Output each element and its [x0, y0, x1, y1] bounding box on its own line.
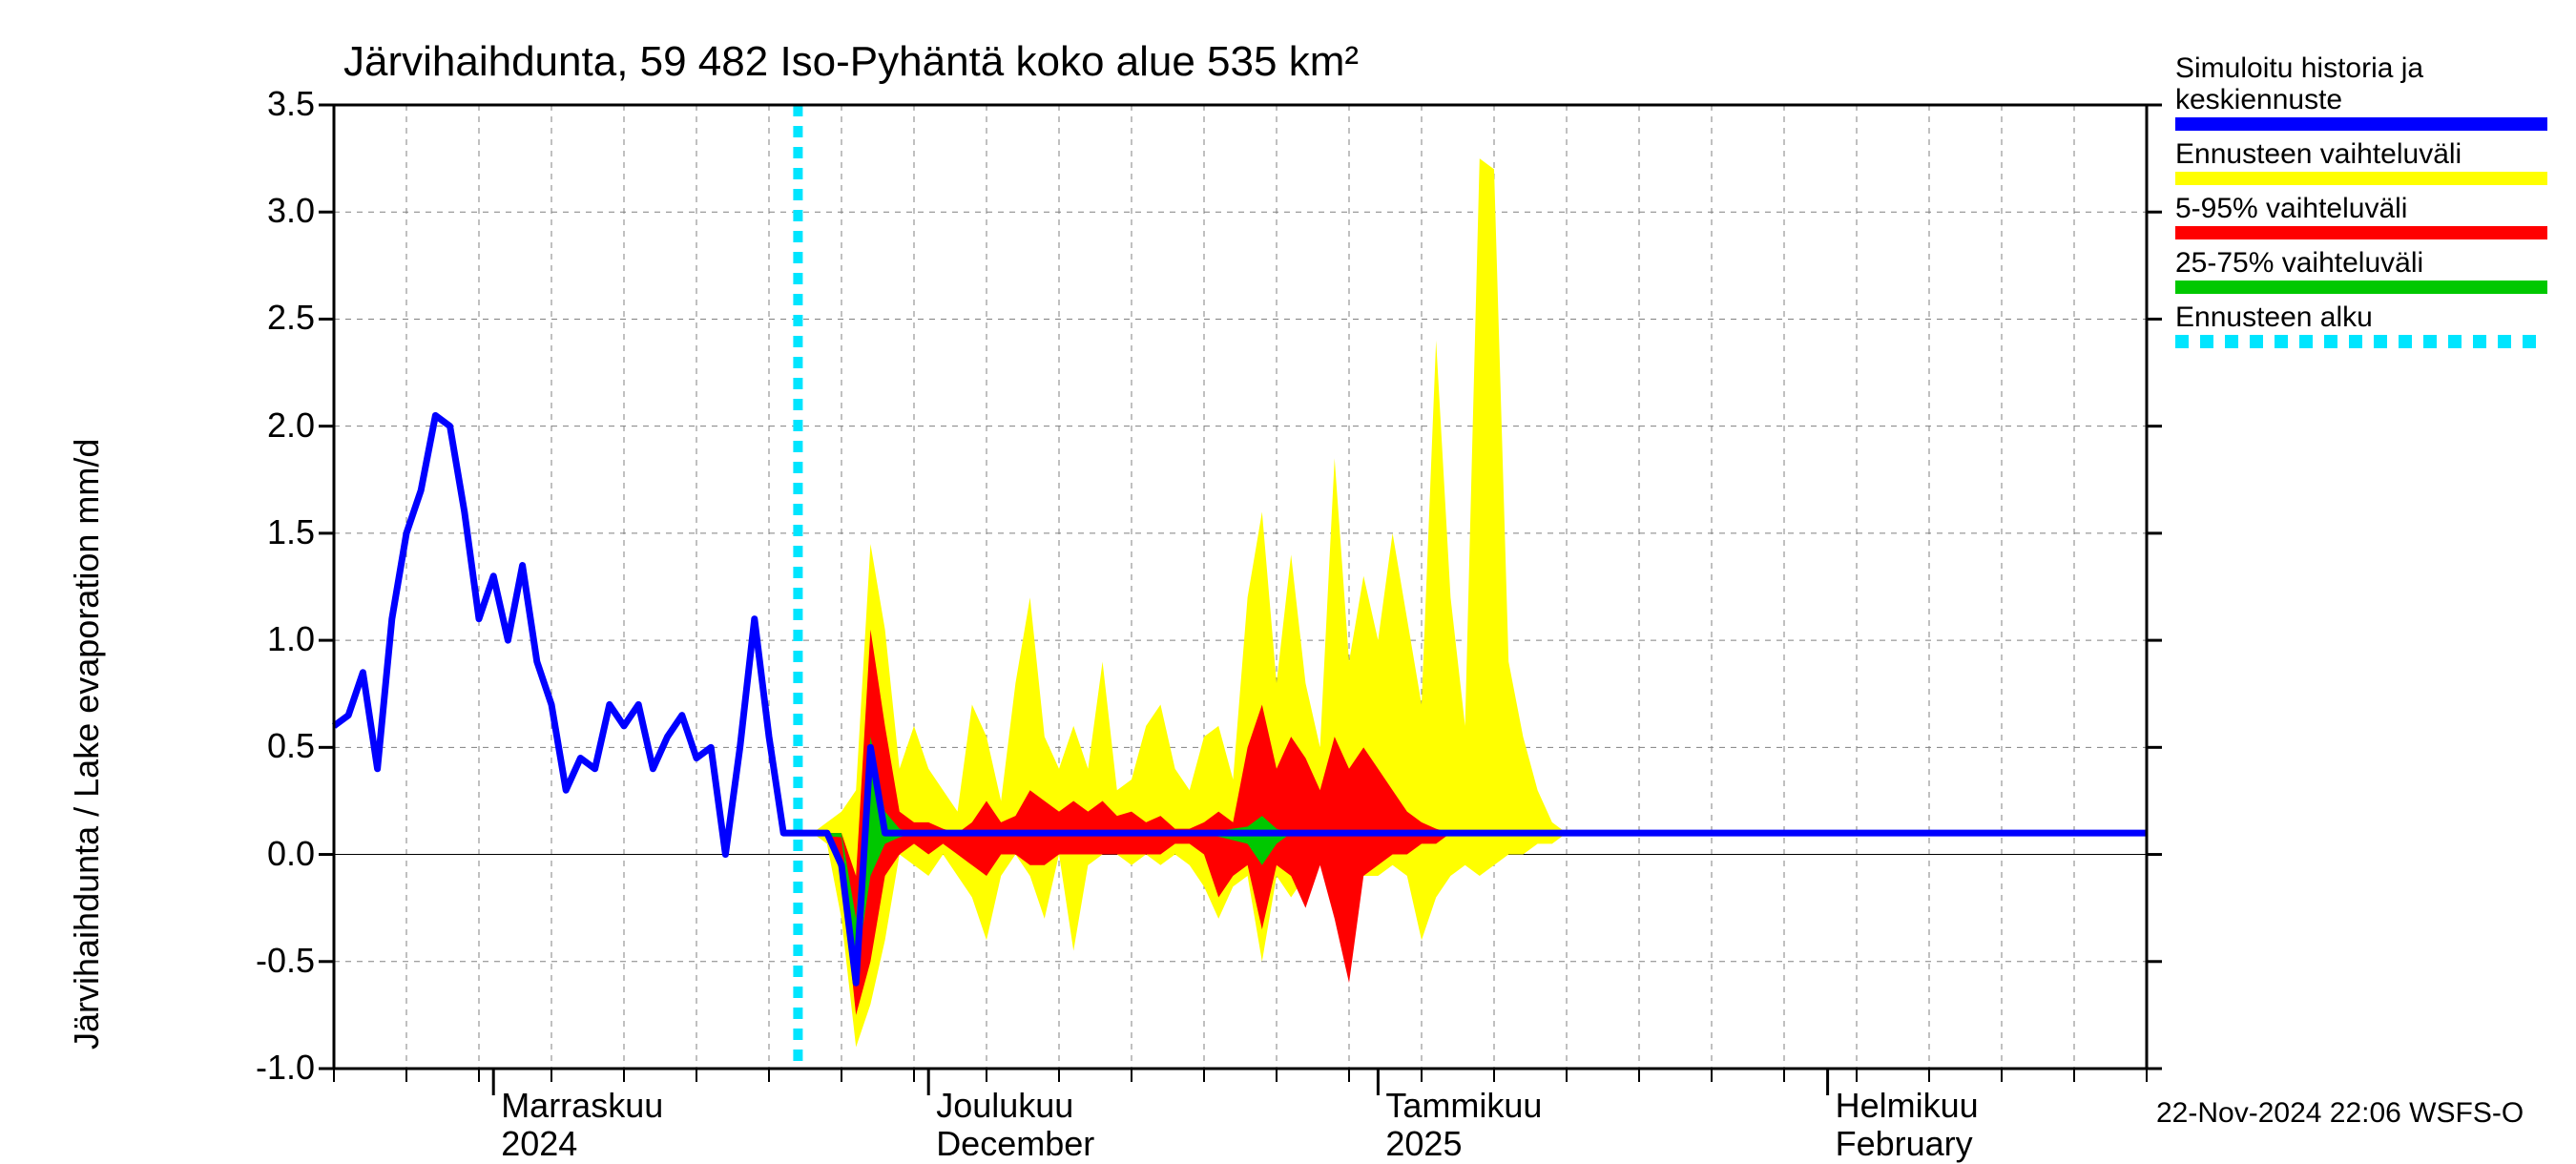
xtick-label-bottom: February	[1836, 1124, 1973, 1164]
xtick-label-bottom: 2024	[501, 1124, 577, 1164]
xtick-label-bottom: 2025	[1385, 1124, 1462, 1164]
legend-label: Ennusteen vaihteluväli	[2175, 138, 2557, 170]
legend-swatch	[2175, 172, 2547, 185]
xtick-label-top: Marraskuu	[501, 1086, 663, 1126]
legend-label: 25-75% vaihteluväli	[2175, 247, 2557, 279]
ytick-label: 0.5	[229, 726, 315, 766]
legend-label: keskiennuste	[2175, 84, 2557, 115]
legend-swatch	[2175, 335, 2547, 348]
xtick-label-top: Helmikuu	[1836, 1086, 1979, 1126]
legend-item: 25-75% vaihteluväli	[2175, 247, 2557, 294]
y-axis-label: Järvihaihdunta / Lake evaporation mm/d	[67, 439, 107, 1050]
legend-label: Simuloitu historia ja	[2175, 52, 2557, 84]
ytick-label: -0.5	[229, 941, 315, 981]
legend-item: 5-95% vaihteluväli	[2175, 193, 2557, 239]
ytick-label: 2.0	[229, 405, 315, 446]
legend-swatch	[2175, 281, 2547, 294]
chart-title: Järvihaihdunta, 59 482 Iso-Pyhäntä koko …	[343, 38, 1359, 86]
ytick-label: 3.0	[229, 191, 315, 231]
ytick-label: -1.0	[229, 1048, 315, 1088]
xtick-label-top: Tammikuu	[1385, 1086, 1542, 1126]
ytick-label: 2.5	[229, 298, 315, 338]
legend-label: Ennusteen alku	[2175, 301, 2557, 333]
legend-swatch	[2175, 117, 2547, 131]
legend-item: Ennusteen alku	[2175, 301, 2557, 348]
xtick-label-top: Joulukuu	[936, 1086, 1073, 1126]
ytick-label: 1.5	[229, 512, 315, 552]
legend: Simuloitu historia jakeskiennuste Ennuste…	[2175, 52, 2557, 356]
legend-label: 5-95% vaihteluväli	[2175, 193, 2557, 224]
legend-item: Simuloitu historia jakeskiennuste	[2175, 52, 2557, 131]
ytick-label: 1.0	[229, 619, 315, 659]
legend-swatch	[2175, 226, 2547, 239]
legend-item: Ennusteen vaihteluväli	[2175, 138, 2557, 185]
ytick-label: 0.0	[229, 834, 315, 874]
xtick-label-bottom: December	[936, 1124, 1094, 1164]
ytick-label: 3.5	[229, 84, 315, 124]
footer-timestamp: 22-Nov-2024 22:06 WSFS-O	[2156, 1097, 2524, 1130]
